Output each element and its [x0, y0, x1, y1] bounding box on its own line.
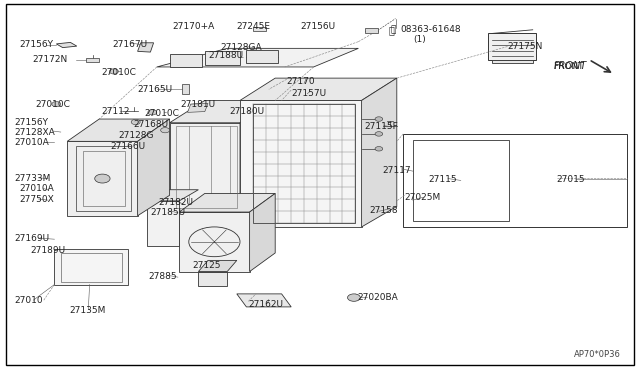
Text: 27020BA: 27020BA	[357, 293, 398, 302]
Polygon shape	[179, 193, 275, 212]
Circle shape	[148, 110, 157, 115]
Text: 27170: 27170	[287, 77, 316, 86]
Polygon shape	[67, 119, 170, 141]
Text: FRONT: FRONT	[554, 61, 587, 71]
Text: 27188U: 27188U	[208, 51, 243, 60]
Text: 27115F: 27115F	[365, 122, 399, 131]
Text: 27167U: 27167U	[112, 40, 147, 49]
Polygon shape	[240, 78, 397, 100]
Text: 27128GA: 27128GA	[221, 43, 262, 52]
Polygon shape	[362, 78, 397, 227]
Circle shape	[161, 128, 170, 133]
Text: 27170+A: 27170+A	[173, 22, 215, 31]
Polygon shape	[198, 260, 237, 272]
Polygon shape	[492, 60, 533, 63]
Text: 27156Y: 27156Y	[19, 40, 53, 49]
Bar	[403, 134, 627, 227]
Bar	[61, 253, 122, 282]
Text: 27885: 27885	[148, 272, 177, 280]
Text: 27010C: 27010C	[101, 68, 136, 77]
Polygon shape	[67, 141, 138, 216]
Text: 27185U: 27185U	[150, 208, 186, 217]
Text: AP70*0P36: AP70*0P36	[574, 350, 621, 359]
Text: 27162U: 27162U	[248, 300, 284, 309]
Text: 27180U: 27180U	[229, 107, 264, 116]
Polygon shape	[179, 212, 250, 272]
Text: 27168U: 27168U	[133, 120, 168, 129]
Circle shape	[109, 69, 118, 74]
Text: 27750X: 27750X	[19, 195, 54, 204]
Circle shape	[95, 174, 110, 183]
Text: 27156U: 27156U	[301, 22, 336, 31]
Text: 27166U: 27166U	[110, 142, 145, 151]
Bar	[413, 140, 509, 221]
Text: 27733M: 27733M	[14, 174, 51, 183]
Text: 27158: 27158	[369, 206, 398, 215]
Text: 27010C: 27010C	[144, 109, 179, 118]
Circle shape	[375, 117, 383, 121]
Text: 27112: 27112	[101, 107, 130, 116]
Text: 27165U: 27165U	[138, 85, 173, 94]
Text: 27156Y: 27156Y	[14, 118, 48, 126]
Polygon shape	[198, 272, 227, 286]
Polygon shape	[253, 27, 266, 31]
Polygon shape	[492, 30, 533, 33]
Polygon shape	[182, 84, 189, 94]
Polygon shape	[250, 193, 275, 272]
Text: 27181U: 27181U	[180, 100, 216, 109]
Text: 27135M: 27135M	[69, 306, 106, 315]
Text: 27010A: 27010A	[19, 185, 54, 193]
Text: 27010: 27010	[14, 296, 43, 305]
Circle shape	[375, 132, 383, 136]
Polygon shape	[246, 50, 278, 63]
Text: 27172N: 27172N	[32, 55, 67, 64]
Polygon shape	[170, 123, 240, 212]
Text: (1): (1)	[413, 35, 426, 44]
Polygon shape	[240, 100, 275, 212]
Text: 08363-61648: 08363-61648	[400, 25, 461, 34]
Bar	[488, 33, 536, 60]
Polygon shape	[138, 119, 170, 216]
Text: 27125: 27125	[192, 262, 221, 270]
Text: 27117: 27117	[383, 166, 412, 175]
Polygon shape	[170, 100, 275, 123]
Polygon shape	[138, 43, 154, 52]
Text: 27175N: 27175N	[508, 42, 543, 51]
Text: 27115: 27115	[429, 175, 458, 184]
Text: 27010A: 27010A	[14, 138, 49, 147]
Text: 27128G: 27128G	[118, 131, 154, 140]
Circle shape	[131, 119, 140, 125]
Circle shape	[375, 147, 383, 151]
Text: 27245E: 27245E	[237, 22, 271, 31]
Polygon shape	[205, 51, 240, 65]
Text: 27157U: 27157U	[291, 89, 326, 97]
Text: FRONT: FRONT	[554, 62, 584, 71]
Polygon shape	[188, 103, 208, 112]
Polygon shape	[170, 54, 202, 67]
Text: Ⓢ: Ⓢ	[388, 25, 395, 35]
Polygon shape	[240, 100, 362, 227]
Text: 27128XA: 27128XA	[14, 128, 55, 137]
Circle shape	[348, 294, 360, 301]
Polygon shape	[157, 48, 358, 67]
Text: 27189U: 27189U	[31, 246, 66, 255]
Bar	[54, 249, 128, 285]
Text: 27182U: 27182U	[159, 198, 194, 207]
Polygon shape	[56, 42, 77, 48]
Text: 27025M: 27025M	[404, 193, 441, 202]
Polygon shape	[147, 201, 179, 246]
Polygon shape	[237, 294, 291, 307]
Text: 27169U: 27169U	[14, 234, 49, 243]
Text: 27010C: 27010C	[35, 100, 70, 109]
Bar	[365, 28, 378, 33]
Circle shape	[52, 102, 61, 107]
Text: Ⓢ: Ⓢ	[390, 25, 396, 34]
Polygon shape	[86, 58, 99, 62]
Text: 27015: 27015	[557, 175, 586, 184]
Polygon shape	[147, 190, 198, 201]
